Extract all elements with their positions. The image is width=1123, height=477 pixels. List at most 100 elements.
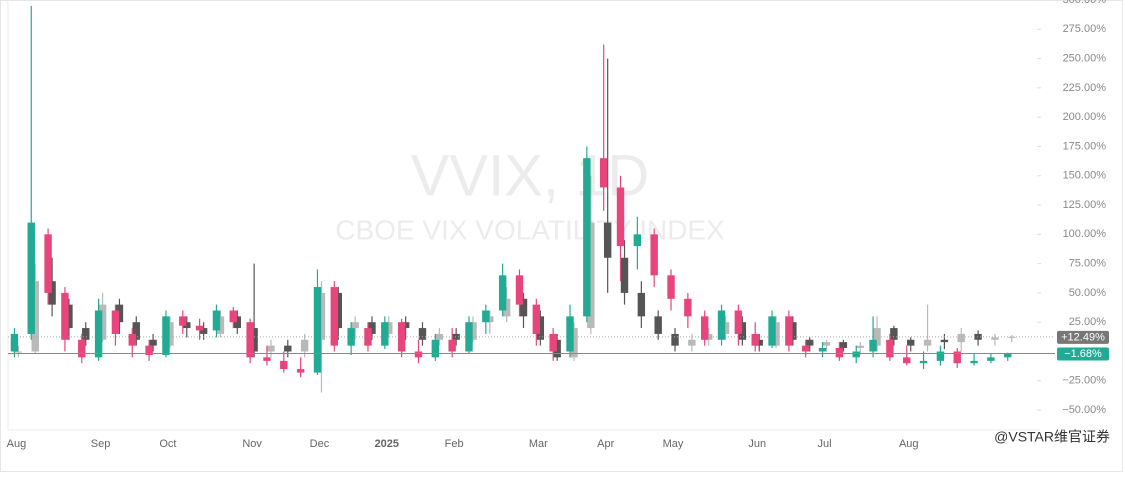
y-tick-label: 25.00%: [1069, 316, 1107, 328]
x-tick-label: May: [663, 438, 684, 450]
candle-body: [401, 322, 410, 329]
candle-body: [734, 310, 743, 334]
y-tick-label: 275.00%: [1063, 23, 1107, 35]
candle-body: [970, 360, 978, 364]
candle-body: [351, 322, 359, 329]
candle-body: [418, 328, 427, 340]
candle-body: [14, 351, 23, 353]
x-tick-label: Feb: [445, 438, 464, 450]
candle-body: [620, 257, 629, 293]
candle-body: [684, 298, 692, 317]
candle-body: [250, 328, 258, 352]
candle-body: [755, 339, 763, 346]
candle-body: [549, 333, 557, 352]
candle-body: [368, 322, 376, 334]
y-tick-label: 200.00%: [1063, 111, 1107, 123]
candle-body: [873, 328, 881, 346]
candle-body: [502, 298, 511, 317]
candle-body: [869, 339, 877, 352]
candle-body: [498, 275, 507, 311]
candle-body: [1004, 353, 1012, 358]
candle-body: [553, 339, 561, 358]
candle-body: [149, 339, 157, 346]
y-tick-label: 50.00%: [1069, 287, 1107, 299]
candle-body: [212, 310, 221, 331]
candle-body: [519, 298, 528, 317]
candle-body: [364, 328, 372, 346]
x-tick-label: Sep: [91, 438, 111, 450]
candle-body: [263, 357, 271, 361]
x-tick-label: Jun: [748, 438, 766, 450]
candle-body: [802, 345, 810, 352]
candle-body: [246, 322, 254, 358]
candle-body: [397, 322, 406, 352]
candle-body: [31, 281, 39, 352]
candle-body: [385, 322, 393, 334]
price-badge-label: +12.49%: [1061, 331, 1105, 343]
candle-body: [974, 333, 982, 340]
candle-body: [903, 357, 911, 364]
candle-body: [199, 328, 208, 334]
candle-body: [856, 345, 864, 348]
watermark-title: VVIX, 1D: [411, 143, 650, 208]
candle-body: [789, 322, 797, 340]
candle-body: [381, 322, 389, 346]
candle-body: [233, 316, 241, 329]
candle-body: [166, 322, 174, 346]
candle-body: [532, 304, 541, 334]
candle-body: [334, 292, 343, 329]
candle-body: [330, 287, 339, 346]
candle-body: [229, 310, 237, 323]
candle-body: [721, 322, 730, 334]
candle-body: [987, 357, 995, 361]
candle-body: [704, 333, 713, 340]
watermark-subtitle: CBOE VIX VOLATILITY INDEX: [335, 214, 725, 245]
candle-body: [414, 351, 423, 358]
candle-body: [482, 310, 490, 323]
candle-body: [111, 310, 120, 334]
price-badge: [1057, 330, 1109, 344]
price-badge-label: −1.68%: [1064, 348, 1102, 360]
y-tick-label: 225.00%: [1063, 82, 1107, 94]
y-tick-label: 250.00%: [1063, 52, 1107, 64]
watermark: @VSTAR维官证券: [994, 429, 1110, 445]
candle-body: [452, 333, 460, 340]
candle-body: [751, 333, 759, 346]
candle-body: [98, 304, 107, 340]
candle-body: [700, 316, 709, 340]
candle-body: [907, 339, 915, 346]
y-tick-label: 100.00%: [1063, 228, 1107, 240]
candle-body: [65, 304, 73, 329]
candle-body: [216, 316, 225, 334]
y-tick-label: −50.00%: [1062, 404, 1106, 416]
candle-body: [78, 339, 86, 358]
candle-body: [48, 281, 56, 305]
candle-body: [890, 328, 898, 340]
candle-body: [772, 322, 780, 346]
candle-body: [940, 339, 949, 343]
y-tick-label: 175.00%: [1063, 140, 1107, 152]
candle-body: [583, 158, 591, 317]
candle-body: [957, 333, 965, 343]
candle-body: [768, 316, 776, 346]
x-tick-label: Nov: [242, 438, 262, 450]
candle-body: [300, 339, 309, 352]
candle-body: [599, 158, 608, 188]
y-tick-label: 300.00%: [1063, 0, 1107, 6]
candle-body: [347, 328, 355, 346]
candle-body: [835, 347, 844, 358]
x-tick-label: 2025: [375, 438, 399, 450]
candle-body: [183, 322, 191, 329]
y-tick-label: 150.00%: [1063, 170, 1107, 182]
candle-body: [637, 292, 646, 317]
candle-body: [82, 328, 90, 340]
x-tick-label: Aug: [7, 438, 27, 450]
candle-body: [94, 310, 103, 358]
price-badge: [1057, 347, 1109, 361]
candle-body: [195, 325, 204, 331]
candle-body: [738, 322, 747, 340]
candle-body: [435, 333, 444, 340]
candle-body: [179, 316, 187, 326]
candle-body: [936, 351, 945, 361]
